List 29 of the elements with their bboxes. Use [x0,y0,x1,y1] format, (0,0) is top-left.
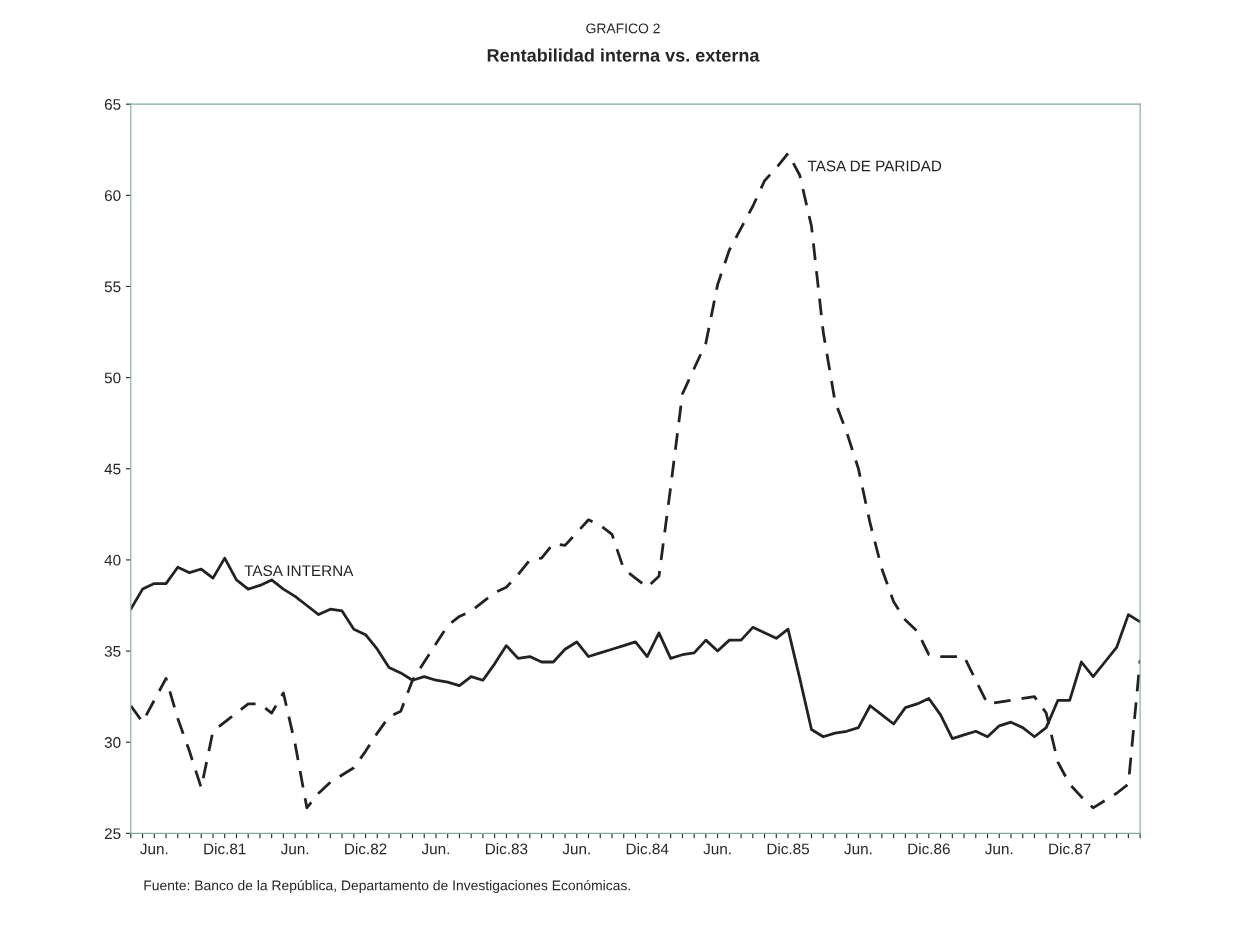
x-tick-label: Jun. [562,843,590,855]
x-tick-label: Jun. [421,843,449,855]
y-tick-label: 65 [104,99,121,110]
series-label: TASA DE PARIDAD [807,160,942,172]
x-tick-label: Jun. [703,843,731,855]
x-tick-label: Dic.84 [626,843,669,855]
y-tick-label: 60 [104,190,121,201]
chart-title: GRAFICO 2 [586,23,660,34]
x-tick-label: Jun. [985,843,1013,855]
line-series [130,152,1141,810]
y-tick-label: 45 [104,463,121,475]
source-note: Fuente: Banco de la República, Departamento de Investigaciones Económicas. [144,879,630,894]
y-tick-label: 30 [104,737,121,748]
x-tick-label: Jun. [844,843,872,855]
x-tick-label: Dic.82 [345,843,387,855]
y-tick-label: 50 [104,372,121,384]
y-tick-label: 40 [104,554,121,566]
x-tick-label: Jun. [140,843,168,855]
x-tick-label: Dic.81 [204,843,246,855]
x-tick-label: Jun. [280,843,309,855]
x-tick-label: Dic.87 [1049,843,1091,855]
y-tick-label: 25 [104,828,121,840]
series-label: TASA INTERNA [244,565,354,577]
x-tick-label: Dic.86 [908,843,950,855]
y-tick-label: 55 [104,281,121,293]
chart-subtitle: Rentabilidad interna vs. externa [487,48,760,62]
x-tick-label: Dic.83 [485,843,528,855]
x-tick-label: Dic.85 [767,843,810,855]
y-tick-label: 35 [104,645,121,657]
